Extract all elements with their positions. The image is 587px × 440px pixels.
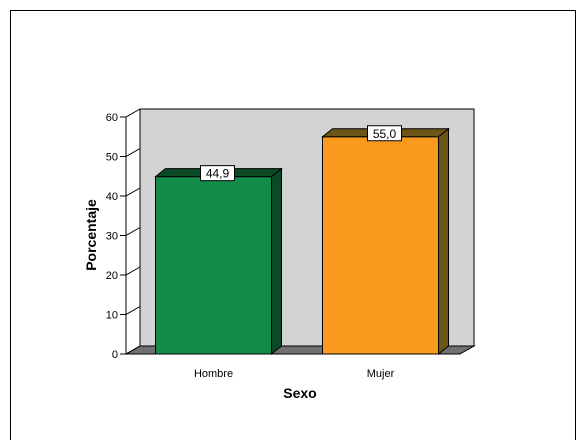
y-tick-depth — [125, 345, 141, 355]
y-tick-depth — [125, 306, 141, 315]
y-axis-title: Porcentaje — [83, 199, 99, 271]
x-axis-title: Sexo — [283, 385, 316, 401]
x-tick-label: Mujer — [367, 368, 395, 380]
y-tick-depth — [125, 227, 141, 236]
data-label-box — [200, 165, 235, 182]
bar-hombre — [154, 167, 283, 356]
bar-front — [322, 136, 439, 355]
y-tick-label: 50 — [106, 152, 118, 164]
y-tick-label: 30 — [106, 231, 118, 243]
data-label: 44,9 — [206, 167, 230, 181]
bar-mujer — [321, 127, 450, 356]
bars — [154, 127, 450, 356]
data-label-box — [367, 125, 402, 142]
labels: 44,9 Hombre 55,0 Mujer — [194, 125, 402, 380]
bar-side — [271, 167, 282, 356]
bar-side — [438, 127, 449, 356]
x-tick-label: Hombre — [194, 368, 233, 380]
y-tick-depth — [125, 108, 141, 118]
y-tick-label: 10 — [106, 310, 118, 322]
y-axis: 0 10 20 30 40 50 60 — [106, 108, 141, 361]
bar-front — [155, 176, 272, 355]
y-tick-label: 20 — [106, 270, 118, 282]
data-label: 55,0 — [373, 127, 397, 141]
y-tick-depth — [125, 266, 141, 276]
y-tick-label: 0 — [112, 349, 118, 361]
y-tick-label: 60 — [106, 112, 118, 124]
y-tick-depth — [125, 187, 141, 197]
y-tick-depth — [125, 148, 141, 157]
y-tick-label: 40 — [106, 191, 118, 203]
